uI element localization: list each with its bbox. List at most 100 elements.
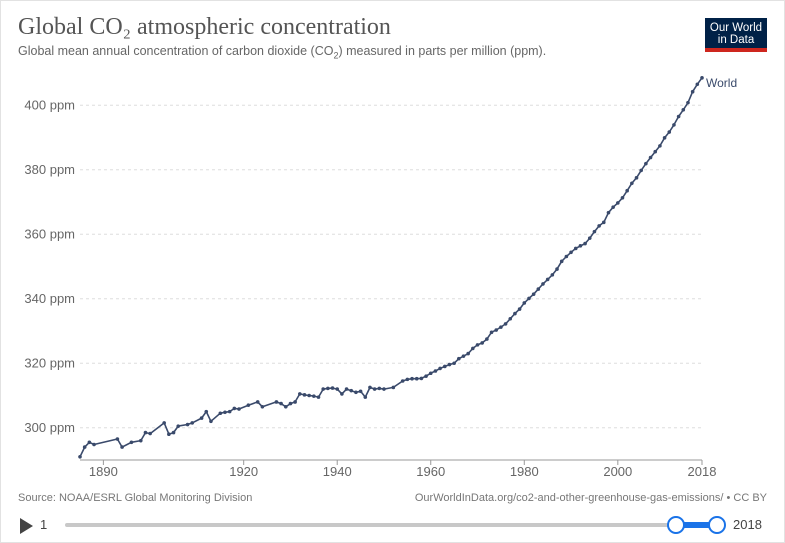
data-point xyxy=(461,354,466,358)
data-point xyxy=(620,196,625,200)
data-point xyxy=(368,385,372,390)
data-point xyxy=(78,454,82,459)
y-tick-label: 340 ppm xyxy=(24,291,75,306)
data-point xyxy=(475,343,480,347)
data-point xyxy=(209,419,213,424)
y-tick-label: 380 ppm xyxy=(24,162,75,177)
data-point xyxy=(223,410,227,415)
data-point xyxy=(162,421,166,425)
timeline: 1 2018 xyxy=(0,510,785,540)
data-point xyxy=(662,136,667,140)
data-point xyxy=(573,246,578,251)
timeline-selected-range xyxy=(676,522,717,528)
data-point xyxy=(176,424,181,428)
data-point xyxy=(672,123,676,127)
data-point xyxy=(185,422,190,427)
timeline-end-handle[interactable] xyxy=(708,516,726,534)
data-point xyxy=(321,387,325,391)
data-point xyxy=(283,404,288,409)
data-point xyxy=(330,386,335,390)
data-point xyxy=(695,82,700,87)
data-point xyxy=(82,445,87,449)
series-label-world: World xyxy=(706,76,737,90)
line-chart: 300 ppm 320 ppm 340 ppm 360 ppm 380 ppm 400 p… xyxy=(24,76,737,479)
data-point xyxy=(428,371,433,376)
data-point xyxy=(400,379,405,383)
data-point xyxy=(298,392,302,396)
data-point xyxy=(438,366,442,371)
data-point xyxy=(485,337,489,341)
x-tick-label: 1940 xyxy=(323,464,352,479)
data-point xyxy=(658,144,662,148)
x-tick-label: 2000 xyxy=(603,464,632,479)
data-point xyxy=(489,330,494,335)
data-point xyxy=(302,393,307,397)
data-point xyxy=(644,161,648,166)
data-point xyxy=(138,438,143,443)
credit-link[interactable]: OurWorldInData.org/co2-and-other-greenho… xyxy=(414,492,767,504)
timeline-start-handle[interactable] xyxy=(667,516,685,534)
data-point xyxy=(129,440,134,445)
data-point xyxy=(550,273,555,277)
play-icon[interactable] xyxy=(20,518,33,534)
data-point xyxy=(167,432,171,437)
data-point xyxy=(190,421,195,425)
data-point xyxy=(143,430,148,435)
data-point xyxy=(494,328,499,332)
data-point xyxy=(363,395,368,399)
chart-title: Global CO₂ atmospheric concentration xyxy=(18,14,391,40)
chart-subtitle: Global mean annual concentration of carb… xyxy=(18,44,546,61)
data-point xyxy=(606,210,611,215)
owid-logo[interactable]: Our World in Data xyxy=(705,18,767,52)
data-point xyxy=(237,407,241,411)
data-point xyxy=(700,76,704,80)
data-point xyxy=(564,254,569,259)
x-tick-label: 2018 xyxy=(688,464,717,479)
x-tick-label: 1980 xyxy=(510,464,539,479)
data-point xyxy=(503,322,508,326)
data-point xyxy=(120,445,124,449)
data-point xyxy=(227,409,232,414)
timeline-track[interactable] xyxy=(65,523,717,527)
data-point xyxy=(541,282,545,286)
timeline-end-label: 2018 xyxy=(733,517,762,532)
data-point xyxy=(517,307,522,311)
data-point xyxy=(288,401,293,406)
data-point xyxy=(115,437,120,441)
data-point xyxy=(312,394,316,398)
y-tick-label: 320 ppm xyxy=(24,355,75,370)
data-point xyxy=(340,392,344,396)
subtitle-subscript: 2 xyxy=(333,50,339,61)
data-point xyxy=(335,387,340,391)
logo-line-1: Our World xyxy=(709,22,763,34)
y-tick-label: 300 ppm xyxy=(24,420,75,435)
data-point xyxy=(260,404,265,409)
data-point xyxy=(466,351,470,356)
data-point xyxy=(377,386,382,391)
data-point xyxy=(616,201,620,205)
data-point xyxy=(648,155,653,160)
data-point xyxy=(358,389,363,394)
data-point xyxy=(148,431,152,436)
data-point xyxy=(414,376,419,381)
data-point xyxy=(639,168,644,173)
data-point xyxy=(171,430,176,435)
data-point xyxy=(559,259,564,264)
data-point xyxy=(536,287,541,291)
data-point xyxy=(447,362,452,367)
data-point xyxy=(452,361,456,366)
data-point xyxy=(480,341,484,345)
data-point xyxy=(344,387,349,391)
data-point xyxy=(522,301,527,305)
x-tick-label: 1960 xyxy=(416,464,445,479)
data-point xyxy=(232,406,237,411)
data-point xyxy=(508,316,513,321)
subtitle-text-start: Global mean annual concentration of carb… xyxy=(18,44,334,58)
source-note[interactable]: Source: NOAA/ESRL Global Monitoring Divi… xyxy=(18,492,253,504)
data-point xyxy=(354,390,358,395)
data-point xyxy=(255,400,260,404)
data-point xyxy=(307,393,311,398)
data-point xyxy=(87,440,92,445)
data-point xyxy=(578,244,583,248)
